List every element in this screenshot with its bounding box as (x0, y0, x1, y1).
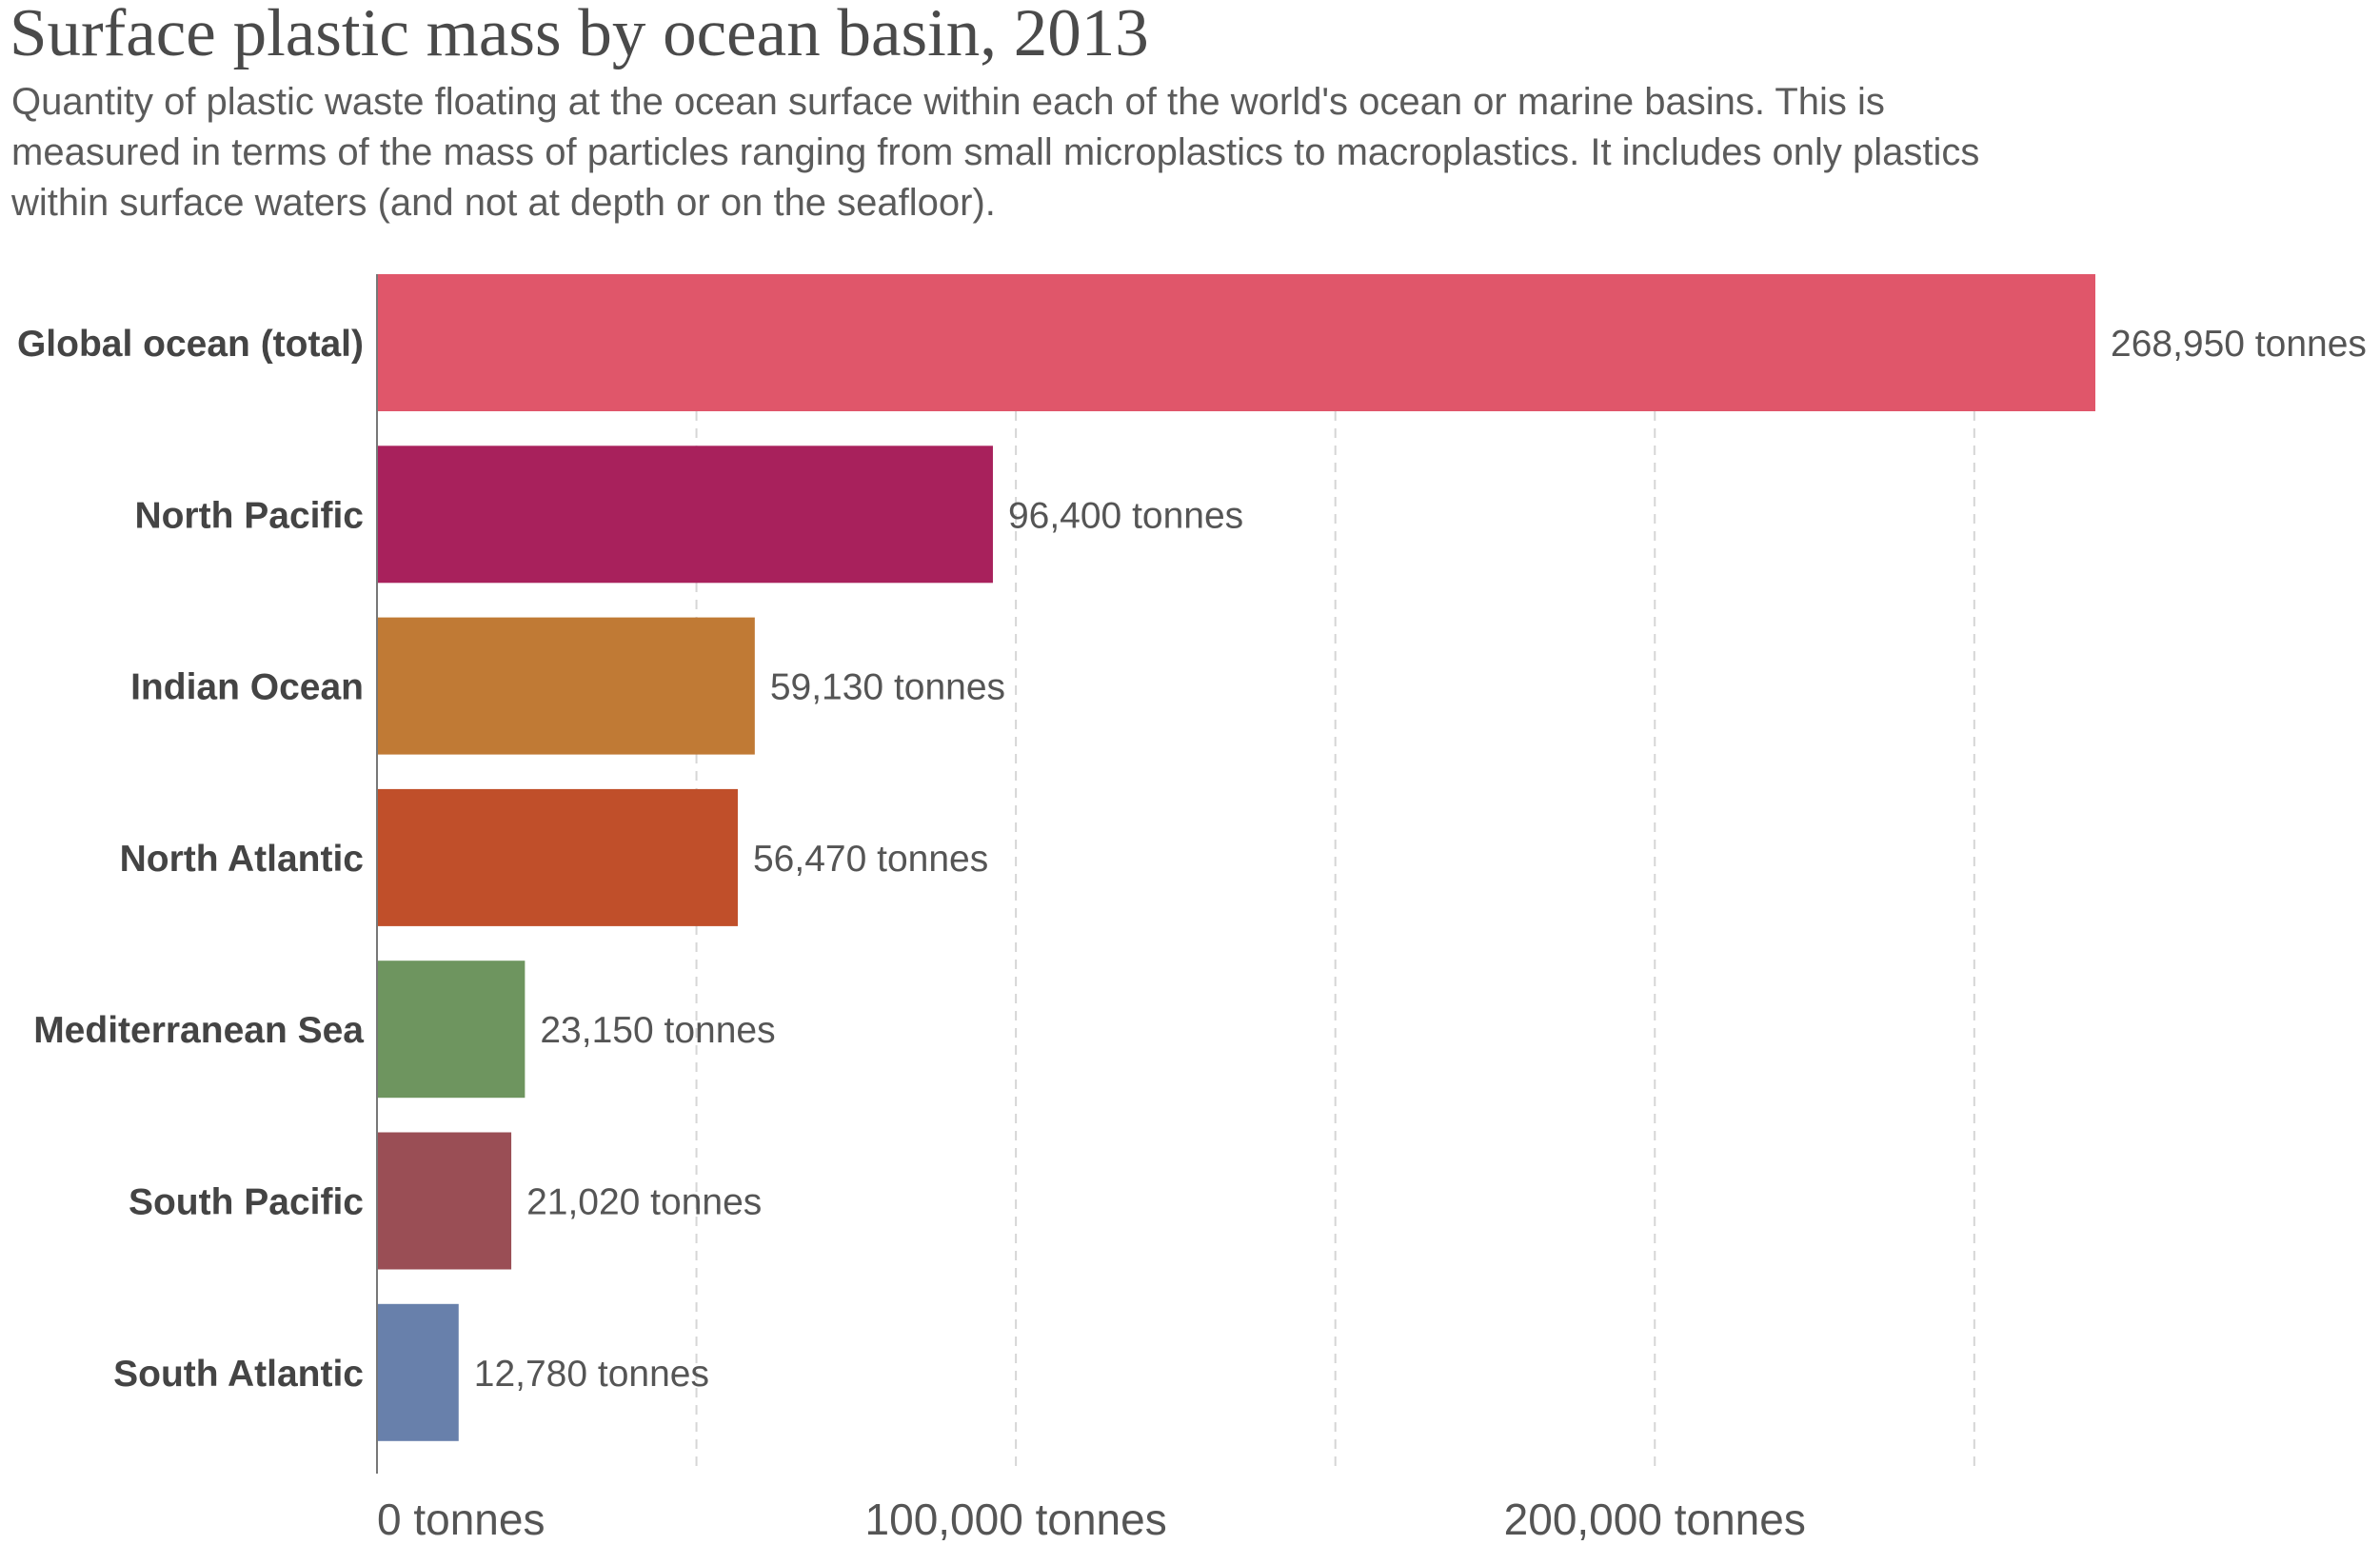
category-label: South Pacific (129, 1182, 364, 1223)
subtitle-line: within surface waters (and not at depth … (10, 182, 996, 224)
category-labels: Global ocean (total) North Pacific Indian … (17, 324, 364, 1395)
category-label: Global ocean (total) (17, 324, 364, 365)
bar (377, 1132, 512, 1270)
bar (377, 446, 993, 584)
value-label: 21,020 tonnes (526, 1182, 762, 1223)
category-label: South Atlantic (113, 1354, 364, 1395)
x-axis-ticks: 0 tonnes 100,000 tonnes 200,000 tonnes (377, 1495, 1806, 1544)
value-label: 23,150 tonnes (540, 1010, 775, 1051)
subtitle-line: measured in terms of the mass of particl… (11, 131, 1979, 173)
chart-title: Surface plastic mass by ocean basin, 201… (10, 0, 1149, 70)
value-label: 56,470 tonnes (753, 839, 988, 880)
bar (377, 274, 2095, 411)
category-label: North Atlantic (120, 839, 364, 880)
bar (377, 961, 526, 1099)
category-label: Indian Ocean (130, 667, 364, 708)
bars (377, 274, 2095, 1441)
bar (377, 788, 738, 926)
value-label: 268,950 tonnes (2111, 324, 2367, 365)
category-label: North Pacific (134, 495, 364, 536)
tick-label: 200,000 tonnes (1504, 1495, 1806, 1544)
value-label: 12,780 tonnes (474, 1354, 709, 1395)
value-labels: 268,950 tonnes 96,400 tonnes 59,130 tonnes… (474, 324, 2367, 1395)
category-label: Mediterranean Sea (33, 1010, 364, 1051)
value-label: 59,130 tonnes (770, 667, 1005, 708)
bar (377, 617, 755, 755)
subtitle-line: Quantity of plastic waste floating at th… (11, 81, 1885, 123)
value-label: 96,400 tonnes (1008, 495, 1243, 536)
bar (377, 1303, 459, 1441)
tick-label: 100,000 tonnes (865, 1495, 1167, 1544)
tick-label: 0 tonnes (377, 1495, 545, 1544)
chart-subtitle: Quantity of plastic waste floating at th… (10, 81, 1979, 224)
